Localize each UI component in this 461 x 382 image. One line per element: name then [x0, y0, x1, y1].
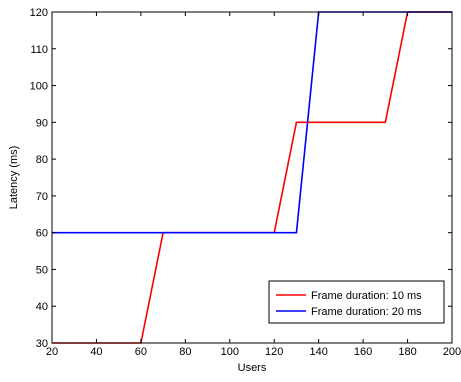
legend-box: [268, 280, 445, 324]
x-tick-label: 20: [46, 346, 58, 358]
x-tick-label: 140: [309, 346, 327, 358]
y-tick-label: 90: [36, 117, 48, 129]
x-tick-label: 120: [265, 346, 283, 358]
x-tick-label: 40: [90, 346, 102, 358]
y-tick-label: 80: [36, 154, 48, 166]
y-tick-label: 100: [30, 81, 48, 93]
y-tick-label: 60: [36, 228, 48, 240]
legend-label-1: Frame duration: 10 ms: [311, 290, 422, 302]
y-tick-label: 110: [30, 44, 48, 56]
series-line-1: [52, 11, 452, 344]
axes-layer: 20 40 60 80 100 120 140 160 180 200 30 40 50 60 70 80 90…: [30, 7, 461, 358]
x-tick-label: 80: [179, 346, 191, 358]
axes-frame: [51, 11, 453, 344]
x-tick-label: 60: [135, 346, 147, 358]
y-tick-label: 30: [36, 338, 48, 350]
x-tick-label: 160: [354, 346, 372, 358]
legend: Frame duration: 10 ms Frame duration: 20 …: [268, 280, 445, 324]
y-tick-label: 120: [30, 7, 48, 19]
x-tick-label: 180: [398, 346, 416, 358]
x-tick-label: 200: [443, 346, 461, 358]
y-tick-label: 70: [36, 191, 48, 203]
y-tick-label: 50: [36, 264, 48, 276]
x-axis-label: Users: [238, 362, 267, 374]
y-axis-label: Latency (ms): [8, 146, 20, 210]
y-tick-label: 40: [36, 301, 48, 313]
x-tick-label: 100: [221, 346, 239, 358]
legend-label-2: Frame duration: 20 ms: [311, 306, 422, 318]
